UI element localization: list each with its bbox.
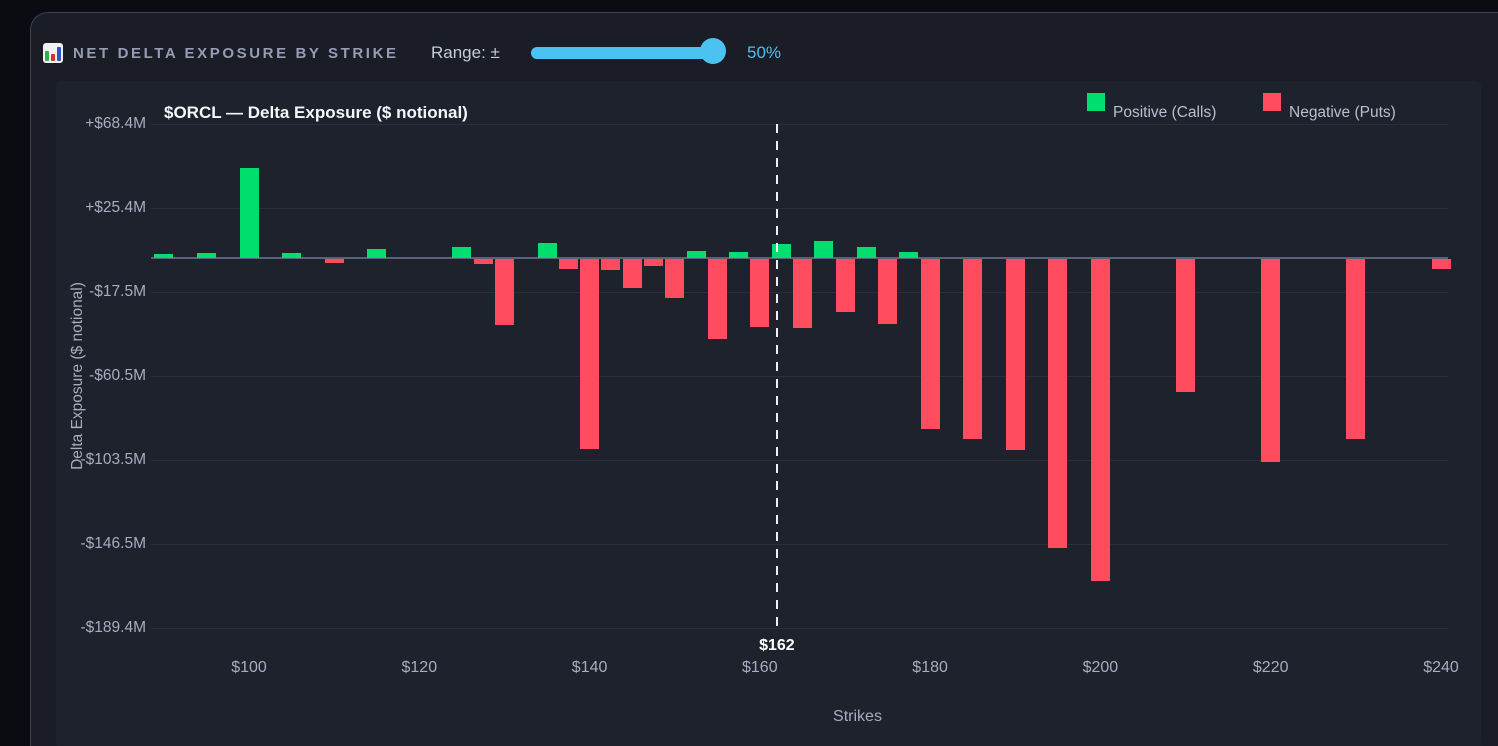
put-bar[interactable]: [707, 259, 727, 340]
x-axis-tick-label: $140: [571, 659, 608, 676]
legend-label: Positive (Calls): [1113, 104, 1217, 121]
zero-axis-line: [151, 257, 1448, 259]
x-axis-tick-label: $180: [912, 659, 948, 676]
range-slider-track[interactable]: [531, 47, 723, 59]
bar-chart-icon-red-bar: [51, 54, 55, 61]
chart-panel: $ORCL — Delta Exposure ($ notional) +$68…: [56, 81, 1481, 746]
y-gridline: [151, 628, 1448, 629]
put-bar[interactable]: [558, 259, 578, 269]
put-bar[interactable]: [1261, 259, 1281, 463]
call-bar[interactable]: [282, 253, 302, 258]
call-bar[interactable]: [899, 252, 919, 258]
y-gridline: [151, 544, 1448, 546]
section-title: NET DELTA EXPOSURE BY STRIKE: [73, 45, 399, 62]
put-bar[interactable]: [473, 259, 493, 264]
y-gridline: [151, 124, 1448, 126]
range-slider[interactable]: [531, 38, 726, 64]
put-bar[interactable]: [878, 259, 897, 324]
put-bar[interactable]: [835, 259, 855, 312]
y-axis-tick-label: +$68.4M: [85, 115, 146, 133]
call-bar[interactable]: [856, 247, 876, 258]
y-axis-tick-label: -$146.5M: [80, 535, 146, 553]
put-bar[interactable]: [963, 259, 983, 439]
put-bar[interactable]: [750, 259, 770, 328]
put-bar[interactable]: [1005, 259, 1025, 451]
legend-item[interactable]: Negative (Puts): [1263, 93, 1423, 123]
call-bar[interactable]: [686, 251, 706, 258]
y-axis-tick-label: -$103.5M: [80, 451, 146, 469]
plot-area: +$68.4M +$25.4M -$17.5M -$60.5M -$103.5M -$14…: [56, 81, 1481, 746]
x-axis-tick-label: $240: [1423, 659, 1459, 676]
y-axis-tick-label: -$60.5M: [89, 367, 146, 385]
legend-swatch: [1263, 93, 1281, 111]
put-bar[interactable]: [1431, 259, 1451, 269]
chart-title: $ORCL — Delta Exposure ($ notional): [164, 103, 468, 122]
call-bar[interactable]: [771, 244, 791, 258]
x-axis-tick-label: $220: [1252, 659, 1289, 676]
x-axis-tick-label: $200: [1082, 659, 1119, 676]
put-bar[interactable]: [792, 259, 812, 329]
put-bar[interactable]: [494, 259, 514, 326]
put-bar[interactable]: [622, 259, 642, 289]
legend-swatch: [1087, 93, 1105, 111]
call-bar[interactable]: [814, 241, 834, 258]
y-axis-tick-label: -$17.5M: [89, 283, 146, 301]
call-bar[interactable]: [729, 252, 749, 258]
legend-label: Negative (Puts): [1289, 104, 1396, 121]
x-axis-tick-label: $100: [231, 659, 267, 676]
range-value: 50%: [747, 43, 782, 62]
put-bar[interactable]: [324, 259, 344, 263]
put-bar[interactable]: [665, 259, 685, 299]
bar-chart-icon: [43, 43, 63, 63]
put-bar[interactable]: [1346, 259, 1366, 439]
put-bar[interactable]: [580, 259, 600, 449]
x-axis-title: Strikes: [833, 708, 882, 725]
spot-price-line: [775, 124, 779, 633]
x-axis-tick-label: $160: [742, 659, 778, 676]
y-axis-tick-label: +$25.4M: [85, 199, 146, 217]
y-gridline: [151, 460, 1448, 462]
bar-chart-icon-green-bar: [45, 51, 49, 61]
put-bar[interactable]: [601, 259, 621, 270]
legend-item[interactable]: Positive (Calls): [1087, 93, 1247, 123]
put-bar[interactable]: [1176, 259, 1195, 392]
y-gridline: [151, 208, 1448, 210]
spot-price-label: $162: [759, 637, 795, 654]
range-label: Range: ±: [431, 43, 500, 62]
bar-chart-icon-blue-bar: [57, 47, 61, 61]
range-slider-thumb[interactable]: [700, 38, 726, 64]
call-bar[interactable]: [239, 168, 259, 258]
call-bar[interactable]: [537, 243, 557, 258]
y-axis-tick-label: -$189.4M: [80, 619, 146, 636]
put-bar[interactable]: [643, 259, 663, 266]
call-bar[interactable]: [452, 247, 472, 258]
y-axis-title: Delta Exposure ($ notional): [69, 282, 86, 470]
call-bar[interactable]: [367, 249, 387, 258]
call-bar[interactable]: [196, 253, 216, 258]
put-bar[interactable]: [1090, 259, 1110, 582]
put-bar[interactable]: [920, 259, 940, 429]
delta-exposure-card: NET DELTA EXPOSURE BY STRIKE Range: ± 50…: [30, 12, 1498, 746]
y-gridline: [151, 376, 1448, 378]
put-bar[interactable]: [1048, 259, 1068, 549]
call-bar[interactable]: [154, 254, 174, 258]
x-axis-tick-label: $120: [401, 659, 438, 676]
